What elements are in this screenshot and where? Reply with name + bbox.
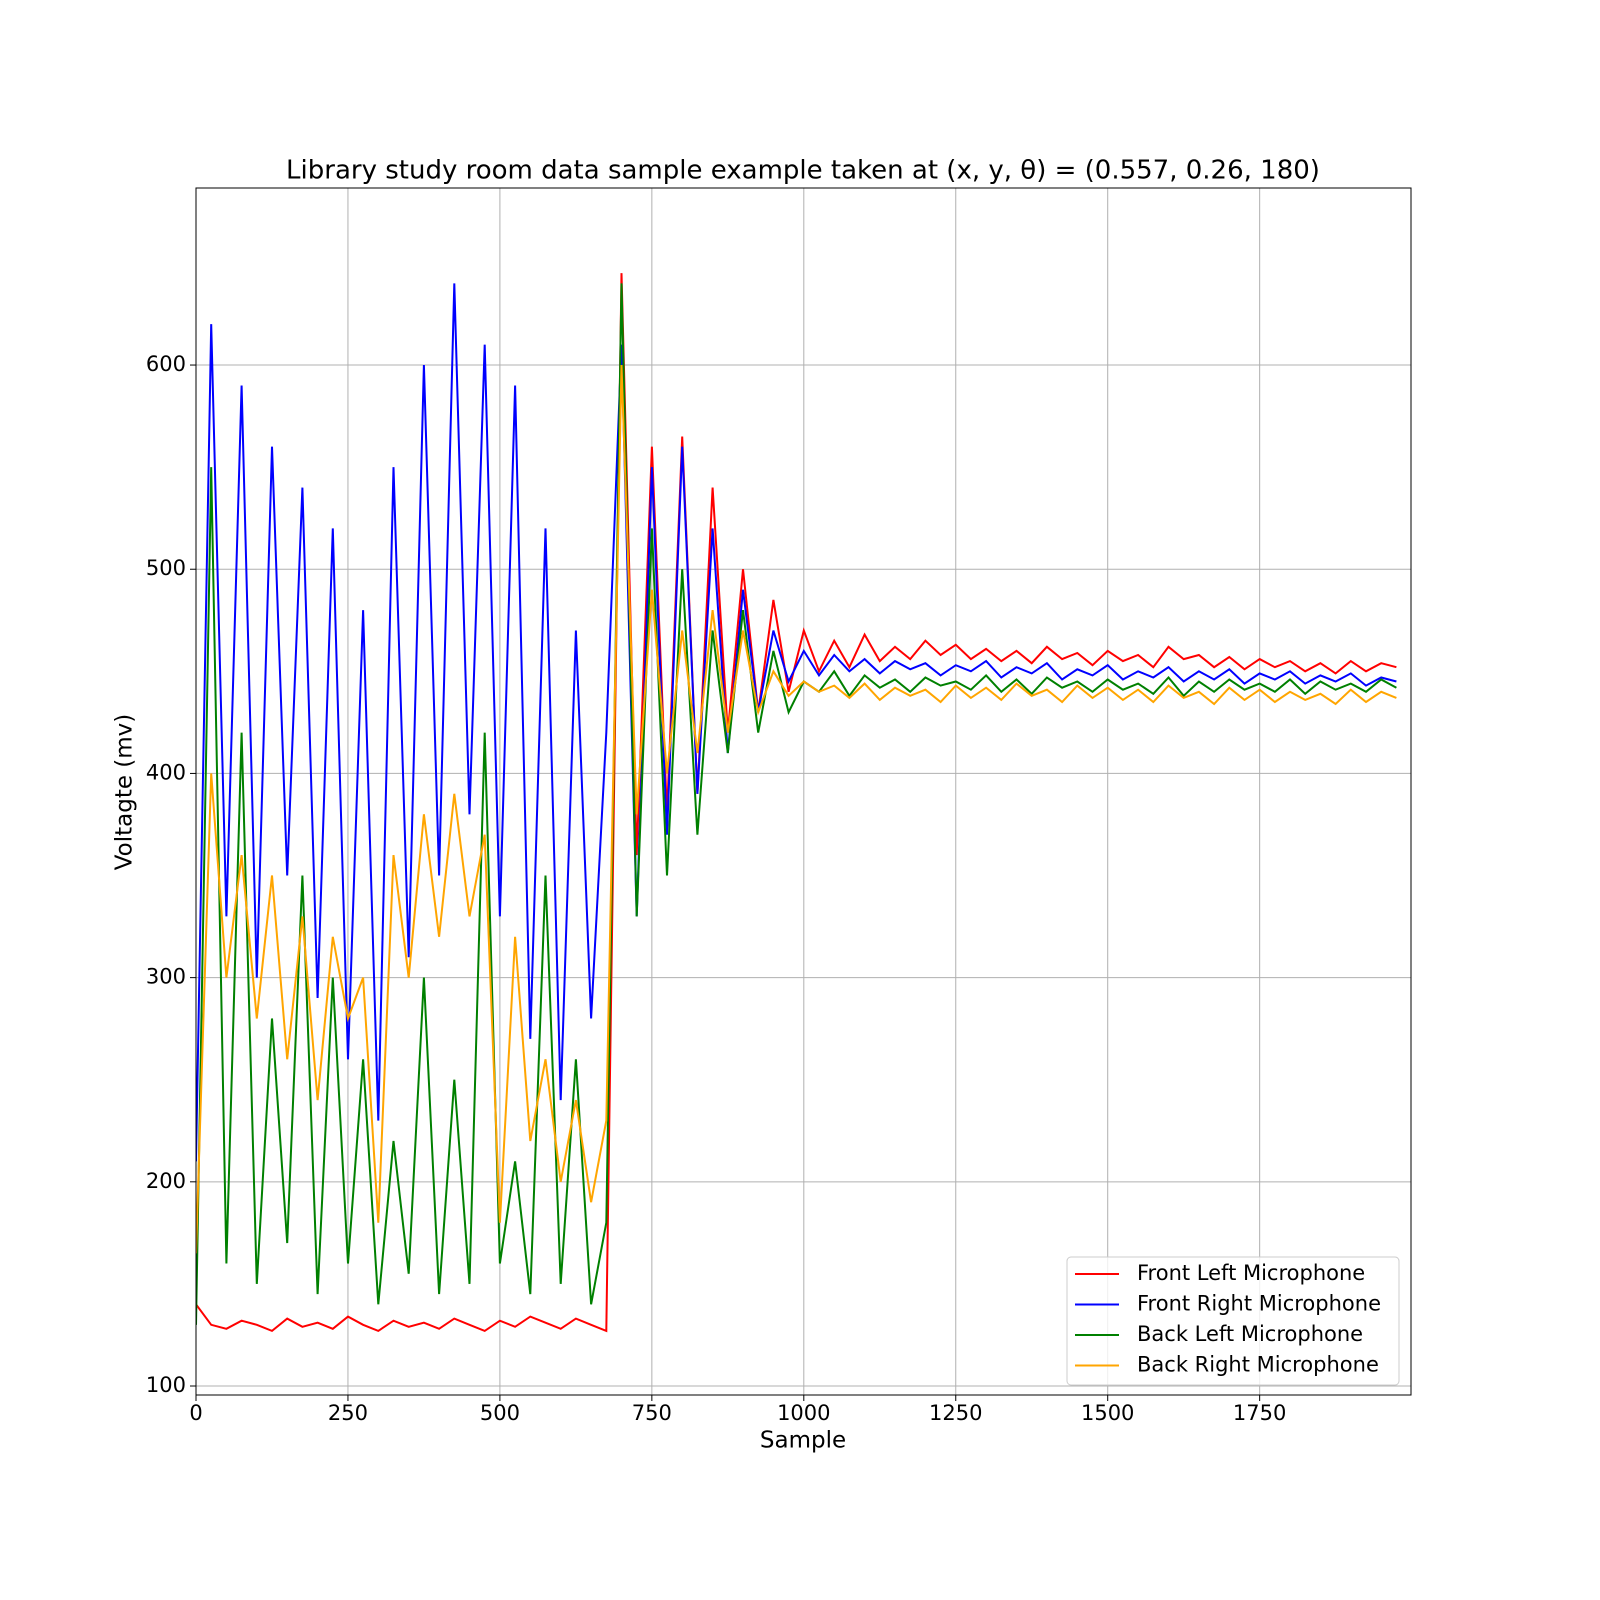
- y-tick-label: 400: [146, 760, 186, 784]
- data-line: [196, 364, 1397, 1254]
- data-line: [196, 283, 1397, 1162]
- y-tick-label: 600: [146, 352, 186, 376]
- legend-label: Front Left Microphone: [1137, 1261, 1365, 1285]
- y-tick-label: 200: [146, 1169, 186, 1193]
- plot-frame: [195, 187, 1412, 1396]
- y-axis-label: Voltagte (mv): [112, 714, 138, 871]
- x-tick-label: 1000: [777, 1401, 830, 1425]
- x-tick-label: 0: [189, 1401, 202, 1425]
- chart-title: Library study room data sample example t…: [286, 156, 1320, 186]
- x-axis-label: Sample: [760, 1428, 846, 1454]
- y-tick-label: 500: [146, 556, 186, 580]
- data-line: [196, 283, 1397, 1325]
- x-tick-label: 250: [328, 1401, 368, 1425]
- x-tick-label: 500: [480, 1401, 520, 1425]
- x-tick-label: 1250: [929, 1401, 982, 1425]
- legend-label: Back Left Microphone: [1137, 1322, 1363, 1346]
- y-tick-label: 100: [146, 1373, 186, 1397]
- x-tick-label: 1750: [1233, 1401, 1286, 1425]
- legend-label: Front Right Microphone: [1137, 1292, 1381, 1316]
- legend-label: Back Right Microphone: [1137, 1353, 1379, 1377]
- x-tick-label: 750: [632, 1401, 672, 1425]
- y-tick-label: 300: [146, 965, 186, 989]
- data-line: [196, 273, 1397, 1333]
- x-tick-label: 1500: [1081, 1401, 1134, 1425]
- legend-box: [1066, 1256, 1400, 1386]
